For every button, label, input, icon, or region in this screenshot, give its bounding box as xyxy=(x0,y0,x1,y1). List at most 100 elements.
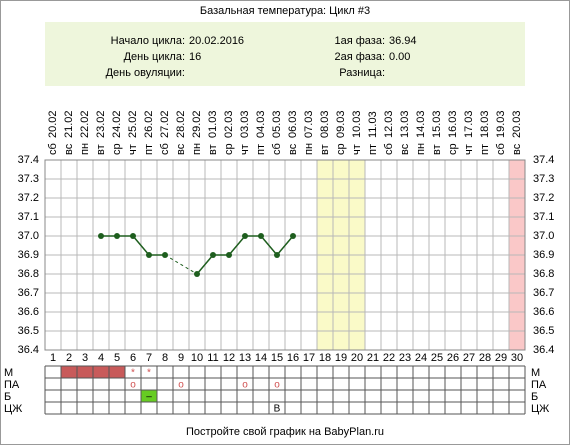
info-label: 2ая фаза: xyxy=(334,51,385,63)
weekday-label: ср xyxy=(111,143,123,155)
x-tick-label: 2 xyxy=(66,352,72,364)
weekday-label: пт xyxy=(367,144,379,155)
info-label: День цикла: xyxy=(124,51,185,63)
row-fill xyxy=(61,366,77,378)
date-label: 21.02 xyxy=(63,110,75,138)
x-tick-label: 1 xyxy=(50,352,56,364)
date-label: 01.03 xyxy=(207,110,219,138)
weekday-label: вт xyxy=(431,144,443,155)
y2-tick-label: 37.2 xyxy=(533,192,554,204)
info-value: 16 xyxy=(189,51,201,63)
date-label: 15.03 xyxy=(431,110,443,138)
row-mark: В xyxy=(274,404,281,415)
info-label: 1ая фаза: xyxy=(334,35,385,47)
date-label: 22.02 xyxy=(79,110,91,138)
row-label: М xyxy=(531,367,540,379)
x-tick-label: 4 xyxy=(98,352,104,364)
weekday-label: пн xyxy=(415,143,427,155)
x-tick-label: 14 xyxy=(255,352,267,364)
chart-title: Базальная температура: Цикл #3 xyxy=(200,5,370,17)
row-label: ЦЖ xyxy=(531,403,549,415)
temperature-point xyxy=(258,233,264,239)
date-label: 20.03 xyxy=(511,110,523,138)
row-mark: – xyxy=(146,392,152,403)
weekday-label: пт xyxy=(479,144,491,155)
date-label: 07.03 xyxy=(303,110,315,138)
row-mark: * xyxy=(147,368,151,379)
date-label: 26.02 xyxy=(143,110,155,138)
row-label: М xyxy=(4,367,13,379)
date-label: 03.03 xyxy=(239,110,251,138)
temperature-point xyxy=(130,233,136,239)
x-tick-label: 28 xyxy=(479,352,491,364)
weekday-label: вс xyxy=(399,143,411,155)
x-tick-label: 24 xyxy=(415,352,427,364)
date-label: 11.03 xyxy=(367,111,379,138)
row-label: Б xyxy=(4,391,11,403)
y2-tick-label: 37.1 xyxy=(533,211,554,223)
weekday-label: сб xyxy=(383,143,395,155)
row-mark: o xyxy=(274,380,280,391)
row-fill xyxy=(93,366,109,378)
x-tick-label: 22 xyxy=(383,352,395,364)
y2-tick-label: 36.6 xyxy=(533,306,554,318)
date-label: 18.03 xyxy=(479,110,491,138)
x-tick-label: 9 xyxy=(178,352,184,364)
weekday-label: вс xyxy=(287,143,299,155)
x-tick-label: 23 xyxy=(399,352,411,364)
info-value: 0.00 xyxy=(389,51,410,63)
row-mark: o xyxy=(130,380,136,391)
row-label: ПА xyxy=(4,379,20,391)
date-label: 12.03 xyxy=(383,110,395,138)
row-label: Б xyxy=(531,391,538,403)
date-label: 09.03 xyxy=(335,110,347,138)
weekday-label: сб xyxy=(159,143,171,155)
date-label: 20.02 xyxy=(47,110,59,138)
y-tick-label: 36.6 xyxy=(18,306,39,318)
row-label: ЦЖ xyxy=(4,403,22,415)
y-tick-label: 36.7 xyxy=(18,287,39,299)
y2-tick-label: 36.7 xyxy=(533,287,554,299)
temperature-point xyxy=(146,252,152,258)
info-box xyxy=(45,22,525,86)
weekday-label: чт xyxy=(127,144,139,155)
x-tick-label: 27 xyxy=(463,352,475,364)
weekday-label: пн xyxy=(303,143,315,155)
y-tick-label: 37.1 xyxy=(18,211,39,223)
weekday-label: пн xyxy=(79,143,91,155)
x-tick-label: 11 xyxy=(207,352,218,364)
weekday-label: ср xyxy=(335,143,347,155)
y-tick-label: 37.0 xyxy=(18,230,39,242)
temperature-point xyxy=(210,252,216,258)
date-label: 16.03 xyxy=(447,110,459,138)
row-mark: o xyxy=(178,380,184,391)
y-tick-label: 36.8 xyxy=(18,268,39,280)
temperature-point xyxy=(242,233,248,239)
x-tick-label: 18 xyxy=(319,352,331,364)
x-tick-label: 21 xyxy=(367,352,379,364)
weekday-label: сб xyxy=(271,143,283,155)
date-label: 17.03 xyxy=(463,110,475,138)
weekday-label: чт xyxy=(351,144,363,155)
temperature-point xyxy=(226,252,232,258)
weekday-label: пн xyxy=(191,143,203,155)
row-mark: o xyxy=(242,380,248,391)
date-label: 04.03 xyxy=(255,110,267,138)
row-fill xyxy=(109,366,125,378)
date-label: 23.02 xyxy=(95,110,107,138)
date-label: 27.02 xyxy=(159,110,171,138)
y2-tick-label: 37.0 xyxy=(533,230,554,242)
y-tick-label: 37.4 xyxy=(18,154,39,166)
y-tick-label: 36.9 xyxy=(18,249,39,261)
date-label: 06.03 xyxy=(287,110,299,138)
row-fill xyxy=(77,366,93,378)
weekday-label: сб xyxy=(495,143,507,155)
x-tick-label: 12 xyxy=(223,352,235,364)
x-tick-label: 19 xyxy=(335,352,347,364)
x-tick-label: 26 xyxy=(447,352,459,364)
weekday-label: вт xyxy=(319,144,331,155)
x-tick-label: 6 xyxy=(130,352,136,364)
weekday-label: вс xyxy=(511,143,523,155)
weekday-label: вт xyxy=(95,144,107,155)
